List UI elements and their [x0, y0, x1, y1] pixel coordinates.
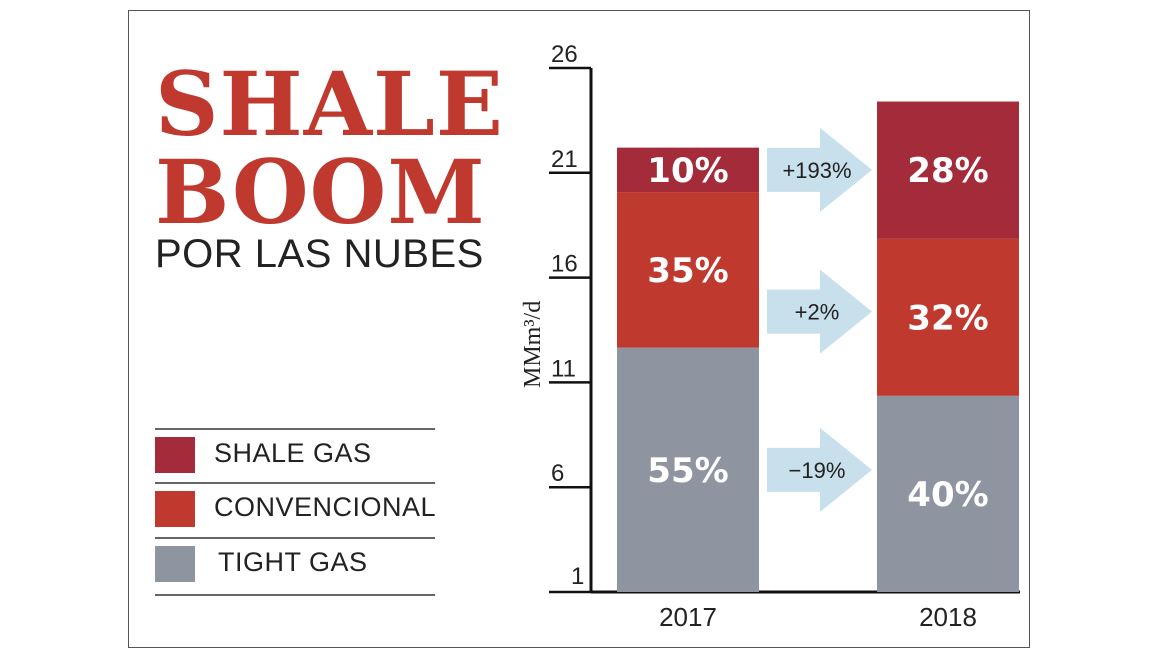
data-label: 32% — [907, 298, 988, 338]
data-label: 10% — [647, 151, 728, 191]
change-label: +193% — [782, 158, 851, 183]
x-tick-label: 2017 — [659, 602, 717, 632]
chart-subtitle: POR LAS NUBES — [155, 232, 484, 276]
legend-divider — [155, 537, 435, 539]
legend-label-convencional: CONVENCIONAL — [214, 492, 437, 522]
y-axis-label: MMm³/d — [520, 301, 546, 388]
x-tick-label: 2018 — [919, 602, 977, 632]
legend-swatch-shale-gas — [155, 437, 195, 473]
data-label: 40% — [907, 475, 988, 515]
legend-divider — [155, 482, 435, 484]
legend-swatch-tight-gas — [155, 546, 195, 582]
change-label: −19% — [789, 458, 846, 483]
data-label: 35% — [647, 251, 728, 291]
bar-segment-shale-gas-2017 — [617, 147, 759, 193]
change-arrow — [767, 127, 872, 212]
y-tick-label: 6 — [551, 460, 564, 487]
change-arrow — [767, 269, 872, 354]
bar-segment-tight-gas-2017 — [617, 347, 759, 592]
legend-divider — [155, 594, 435, 596]
legend-label-shale-gas: SHALE GAS — [214, 438, 372, 468]
bar-segment-convencional-2017 — [617, 192, 759, 348]
y-tick-label: 1 — [571, 563, 584, 590]
chart-title-line-1: SHALE — [155, 52, 504, 156]
y-tick-label: 11 — [551, 355, 576, 382]
legend-divider — [155, 428, 435, 430]
data-label: 55% — [647, 451, 728, 491]
legend-label-tight-gas: TIGHT GAS — [218, 547, 368, 577]
change-label: +2% — [795, 300, 840, 325]
y-tick-label: 16 — [551, 251, 578, 278]
bar-segment-tight-gas-2018 — [877, 395, 1019, 592]
y-tick-label: 21 — [551, 146, 578, 173]
data-label: 28% — [907, 151, 988, 191]
y-tick-label: 26 — [551, 41, 578, 68]
chart-title-line-2: BOOM — [155, 140, 486, 244]
legend-swatch-convencional — [155, 491, 195, 527]
bar-segment-shale-gas-2018 — [877, 101, 1019, 239]
bar-segment-convencional-2018 — [877, 238, 1019, 396]
change-arrow — [767, 427, 872, 512]
